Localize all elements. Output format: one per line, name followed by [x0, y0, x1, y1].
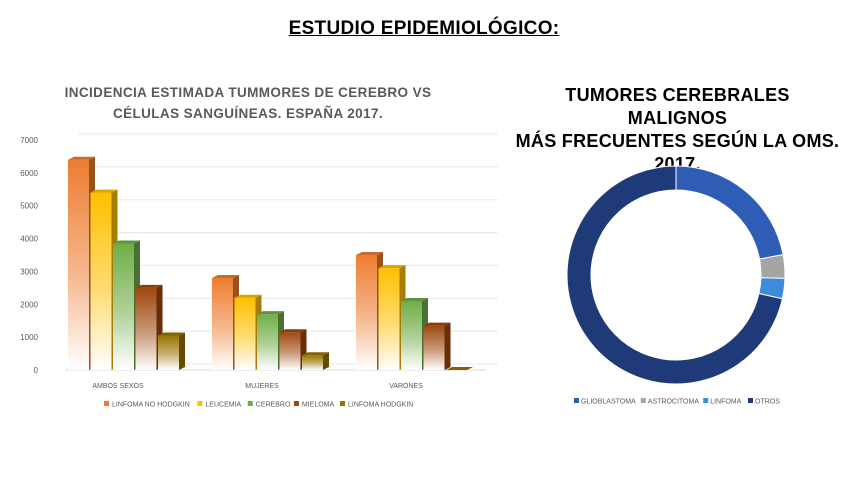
bar-front — [401, 301, 422, 370]
bar — [279, 329, 307, 370]
bar-front — [90, 192, 112, 370]
y-tick-label: 0 — [34, 366, 39, 375]
y-tick-label: 1000 — [20, 333, 38, 342]
y-tick-label: 2000 — [20, 300, 38, 309]
bar-legend: LINFOMA NO HODGKIN LEUCEMIA CEREBRO MIELOMA… — [104, 401, 413, 409]
legend-label: OTROS — [755, 399, 780, 406]
bar-top — [135, 284, 163, 288]
bar-top — [158, 332, 185, 336]
bar — [446, 367, 473, 370]
bar-top — [113, 240, 140, 244]
y-tick-label: 7000 — [20, 136, 38, 145]
bar-front — [113, 243, 134, 370]
legend-swatch — [703, 398, 709, 403]
legend-label: GLIOBLASTOMA — [581, 399, 636, 406]
bar-top — [423, 322, 451, 326]
donut-slice — [758, 253, 786, 279]
donut-chart-title-line-2: MÁS FRECUENTES SEGÚN LA OMS. — [515, 131, 840, 151]
bar-front — [68, 159, 89, 370]
donut-chart-title-line-1: TUMORES CEREBRALES MALIGNOS — [565, 85, 790, 128]
bar-front — [158, 335, 179, 370]
bar-top — [446, 367, 473, 370]
bar — [423, 322, 451, 370]
legend-swatch — [748, 398, 753, 403]
bar-front — [378, 268, 400, 370]
bar-front — [423, 325, 445, 370]
bar-top — [212, 275, 239, 278]
bar-front — [302, 355, 323, 370]
bar-top — [401, 298, 428, 301]
bar-front — [356, 255, 377, 370]
legend-label: MIELOMA — [302, 402, 335, 409]
bar — [302, 352, 329, 370]
bar-front — [234, 297, 256, 370]
legend-swatch — [574, 398, 579, 403]
bar-top — [356, 252, 383, 255]
y-tick-label: 4000 — [20, 235, 38, 244]
bar-top — [378, 265, 406, 269]
y-tick-label: 6000 — [20, 169, 38, 178]
legend-label: ASTROCITOMA — [648, 399, 700, 406]
legend-label: LINFOMA HODGKIN — [348, 402, 413, 409]
legend-swatch — [640, 398, 646, 403]
bar-top — [302, 352, 329, 356]
legend-swatch — [104, 401, 109, 406]
bar-top — [257, 311, 284, 315]
legend-swatch — [340, 401, 345, 406]
bar-chart-title-line-2: CÉLULAS SANGUÍNEAS. ESPAÑA 2017. — [112, 106, 384, 121]
legend-label: LEUCEMIA — [205, 402, 241, 409]
bar-front — [212, 278, 233, 370]
bar-chart-title-line-1: INCIDENCIA ESTIMADA TUMMORES DE CEREBRO … — [64, 85, 432, 100]
legend-label: LINFOMA NO HODGKIN — [112, 402, 190, 409]
y-tick-label: 3000 — [20, 267, 38, 276]
x-category-label: MUJERES — [245, 383, 279, 390]
bar-front — [257, 314, 278, 370]
bar-top — [279, 329, 307, 333]
bar-front — [279, 332, 301, 370]
bar-front — [135, 287, 157, 370]
page-title: ESTUDIO EPIDEMIOLÓGICO: — [288, 18, 560, 39]
x-category-label: AMBOS SEXOS — [92, 383, 144, 390]
legend-swatch — [293, 401, 299, 406]
legend-label: LINFOMA — [710, 399, 741, 406]
bar-top — [90, 189, 118, 193]
bar — [158, 332, 185, 370]
legend-swatch — [247, 401, 253, 406]
donut-slice — [566, 165, 783, 385]
x-category-label: VARONES — [389, 383, 423, 390]
donut-legend: GLIOBLASTOMA ASTROCITOMA LINFOMA OTROS — [574, 398, 780, 406]
bar-top — [68, 156, 95, 160]
bar-side — [323, 352, 329, 370]
donut-slice — [675, 165, 784, 260]
legend-swatch — [197, 401, 203, 406]
legend-label: CEREBRO — [256, 402, 291, 409]
bar-chart-title: INCIDENCIA ESTIMADA TUMMORES DE CEREBRO … — [48, 82, 448, 124]
bar-side — [179, 332, 185, 370]
bar-top — [234, 294, 262, 298]
bar-side — [444, 322, 451, 370]
y-tick-label: 5000 — [20, 202, 38, 211]
